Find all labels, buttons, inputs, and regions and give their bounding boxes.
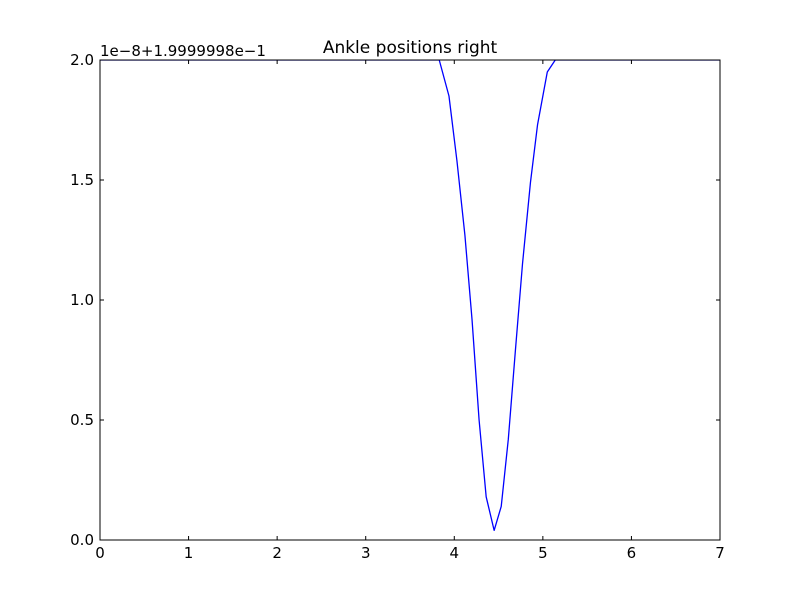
y-tick-label: 2.0 xyxy=(70,51,94,69)
y-tick-label: 1.5 xyxy=(70,171,94,189)
x-tick-label: 5 xyxy=(538,544,548,562)
x-tick-label: 7 xyxy=(715,544,725,562)
y-axis-offset-label: 1e−8+1.9999998e−1 xyxy=(100,42,266,60)
x-tick-label: 1 xyxy=(184,544,194,562)
plot-area-frame xyxy=(99,59,721,541)
y-tick-label: 0.0 xyxy=(70,531,94,549)
series-line-0 xyxy=(100,60,720,532)
x-tick-label: 0 xyxy=(95,544,105,562)
x-tick-label: 4 xyxy=(450,544,460,562)
y-tick-label: 0.5 xyxy=(70,411,94,429)
x-tick-label: 3 xyxy=(361,544,371,562)
y-tick-label: 1.0 xyxy=(70,291,94,309)
x-tick-label: 6 xyxy=(627,544,637,562)
chart-title: Ankle positions right xyxy=(323,38,498,58)
x-tick-label: 2 xyxy=(272,544,282,562)
